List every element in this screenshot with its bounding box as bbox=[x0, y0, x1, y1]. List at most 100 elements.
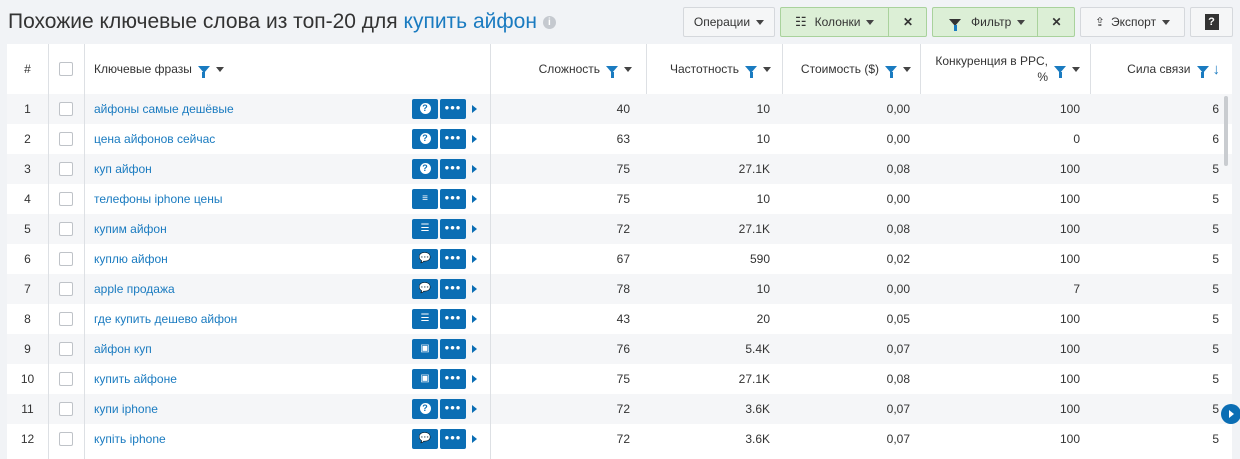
cpc: 0,00 bbox=[886, 282, 910, 296]
expand-arrow-icon[interactable] bbox=[472, 105, 477, 113]
col-relatedness[interactable]: Сила связи ↓ bbox=[1127, 60, 1221, 78]
more-icon[interactable]: ••• bbox=[440, 219, 466, 239]
col-keyword[interactable]: Ключевые фразы bbox=[94, 44, 224, 94]
caret-down-icon[interactable] bbox=[763, 66, 771, 72]
expand-arrow-icon[interactable] bbox=[472, 195, 477, 203]
list-icon[interactable]: ☰ bbox=[412, 219, 438, 239]
col-cpc[interactable]: Стоимость ($) bbox=[782, 44, 911, 94]
caret-down-icon[interactable] bbox=[1072, 66, 1080, 72]
col-volume[interactable]: Частотность bbox=[646, 44, 771, 94]
expand-arrow-icon[interactable] bbox=[472, 165, 477, 173]
more-icon[interactable]: ••• bbox=[440, 249, 466, 269]
row-checkbox[interactable] bbox=[59, 102, 73, 116]
more-icon[interactable]: ••• bbox=[440, 339, 466, 359]
columns-icon: ☷ bbox=[795, 14, 807, 29]
keyword-link[interactable]: айфон куп bbox=[94, 342, 152, 356]
export-button[interactable]: ⇪ Экспорт bbox=[1080, 7, 1185, 37]
text-icon[interactable]: ≡ bbox=[412, 189, 438, 209]
keyword-link[interactable]: купить айфоне bbox=[94, 372, 177, 386]
question-icon[interactable]: ? bbox=[412, 159, 438, 179]
info-icon[interactable]: i bbox=[542, 16, 556, 29]
more-icon[interactable]: ••• bbox=[440, 399, 466, 419]
more-icon[interactable]: ••• bbox=[440, 159, 466, 179]
relatedness: 5 bbox=[1212, 312, 1219, 326]
more-icon[interactable]: ••• bbox=[440, 429, 466, 449]
help-button[interactable]: ? bbox=[1190, 7, 1233, 37]
expand-arrow-icon[interactable] bbox=[472, 405, 477, 413]
filter-icon[interactable] bbox=[745, 65, 757, 78]
caret-down-icon[interactable] bbox=[903, 66, 911, 72]
keyword-link[interactable]: телефоны iphone цены bbox=[94, 192, 223, 206]
question-icon[interactable]: ? bbox=[412, 399, 438, 419]
more-icon[interactable]: ••• bbox=[440, 369, 466, 389]
expand-arrow-icon[interactable] bbox=[472, 285, 477, 293]
keyword-link[interactable]: айфоны самые дешёвые bbox=[94, 102, 234, 116]
keyword-link[interactable]: купіть iphone bbox=[94, 432, 166, 446]
operations-button[interactable]: Операции bbox=[683, 7, 775, 37]
caret-down-icon[interactable] bbox=[624, 66, 632, 72]
columns-clear-button[interactable]: ✕ bbox=[902, 15, 914, 29]
image-icon[interactable]: ▣ bbox=[412, 339, 438, 359]
row-checkbox[interactable] bbox=[59, 222, 73, 236]
col-competition[interactable]: Конкуренция в PPC, % bbox=[920, 44, 1080, 94]
expand-arrow-icon[interactable] bbox=[472, 345, 477, 353]
filter-icon[interactable] bbox=[1196, 65, 1209, 78]
image-icon[interactable]: ▣ bbox=[412, 369, 438, 389]
expand-arrow-icon[interactable] bbox=[472, 375, 477, 383]
difficulty: 43 bbox=[616, 312, 630, 326]
filter-button-group[interactable]: Фильтр ✕ bbox=[932, 7, 1075, 37]
columns-button-group[interactable]: ☷ Колонки ✕ bbox=[780, 7, 927, 37]
expand-arrow-icon[interactable] bbox=[472, 255, 477, 263]
filter-icon[interactable] bbox=[1054, 65, 1066, 78]
row-checkbox[interactable] bbox=[59, 402, 73, 416]
filter-icon[interactable] bbox=[197, 65, 210, 78]
more-icon[interactable]: ••• bbox=[440, 189, 466, 209]
volume: 10 bbox=[756, 102, 770, 116]
keyword-link[interactable]: купи iphone bbox=[94, 402, 158, 416]
filter-clear-button[interactable]: ✕ bbox=[1051, 15, 1062, 29]
question-icon[interactable]: ? bbox=[412, 129, 438, 149]
keyword-link[interactable]: цена айфонов сейчас bbox=[94, 132, 216, 146]
row-checkbox[interactable] bbox=[59, 372, 73, 386]
chat-icon[interactable]: 💬 bbox=[412, 279, 438, 299]
list-icon[interactable]: ☰ bbox=[412, 309, 438, 329]
row-checkbox[interactable] bbox=[59, 132, 73, 146]
col-difficulty[interactable]: Сложность bbox=[490, 44, 632, 94]
competition: 100 bbox=[1059, 312, 1080, 326]
table-row: 10 купить айфоне ▣ ••• 75 27.1K 0,08 100… bbox=[7, 364, 1232, 394]
scrollbar[interactable] bbox=[1224, 96, 1228, 166]
chat-icon[interactable]: 💬 bbox=[412, 249, 438, 269]
volume: 27.1K bbox=[738, 222, 770, 236]
row-checkbox[interactable] bbox=[59, 312, 73, 326]
row-checkbox[interactable] bbox=[59, 192, 73, 206]
select-all-checkbox[interactable] bbox=[59, 62, 73, 76]
question-icon[interactable]: ? bbox=[412, 99, 438, 119]
keyword-link[interactable]: купим айфон bbox=[94, 222, 167, 236]
chat-icon[interactable]: 💬 bbox=[412, 429, 438, 449]
more-icon[interactable]: ••• bbox=[440, 99, 466, 119]
row-checkbox[interactable] bbox=[59, 342, 73, 356]
expand-arrow-icon[interactable] bbox=[472, 225, 477, 233]
relatedness: 5 bbox=[1212, 432, 1219, 446]
filter-icon[interactable] bbox=[606, 65, 618, 78]
row-checkbox[interactable] bbox=[59, 432, 73, 446]
filter-icon[interactable] bbox=[885, 65, 897, 78]
expand-arrow-icon[interactable] bbox=[472, 135, 477, 143]
row-checkbox[interactable] bbox=[59, 252, 73, 266]
row-checkbox[interactable] bbox=[59, 282, 73, 296]
more-icon[interactable]: ••• bbox=[440, 309, 466, 329]
expand-arrow-icon[interactable] bbox=[472, 315, 477, 323]
scroll-right-button[interactable] bbox=[1221, 404, 1240, 424]
keyword-link[interactable]: куплю айфон bbox=[94, 252, 168, 266]
expand-arrow-icon[interactable] bbox=[472, 435, 477, 443]
row-checkbox[interactable] bbox=[59, 162, 73, 176]
keyword-link[interactable]: apple продажа bbox=[94, 282, 175, 296]
relatedness: 6 bbox=[1212, 132, 1219, 146]
caret-down-icon[interactable] bbox=[215, 66, 224, 72]
keyword-link[interactable]: куп айфон bbox=[94, 162, 152, 176]
target-keyword-link[interactable]: купить айфон bbox=[403, 10, 537, 33]
sort-desc-icon[interactable]: ↓ bbox=[1212, 60, 1221, 78]
keyword-link[interactable]: где купить дешево айфон bbox=[94, 312, 238, 326]
more-icon[interactable]: ••• bbox=[440, 279, 466, 299]
more-icon[interactable]: ••• bbox=[440, 129, 466, 149]
